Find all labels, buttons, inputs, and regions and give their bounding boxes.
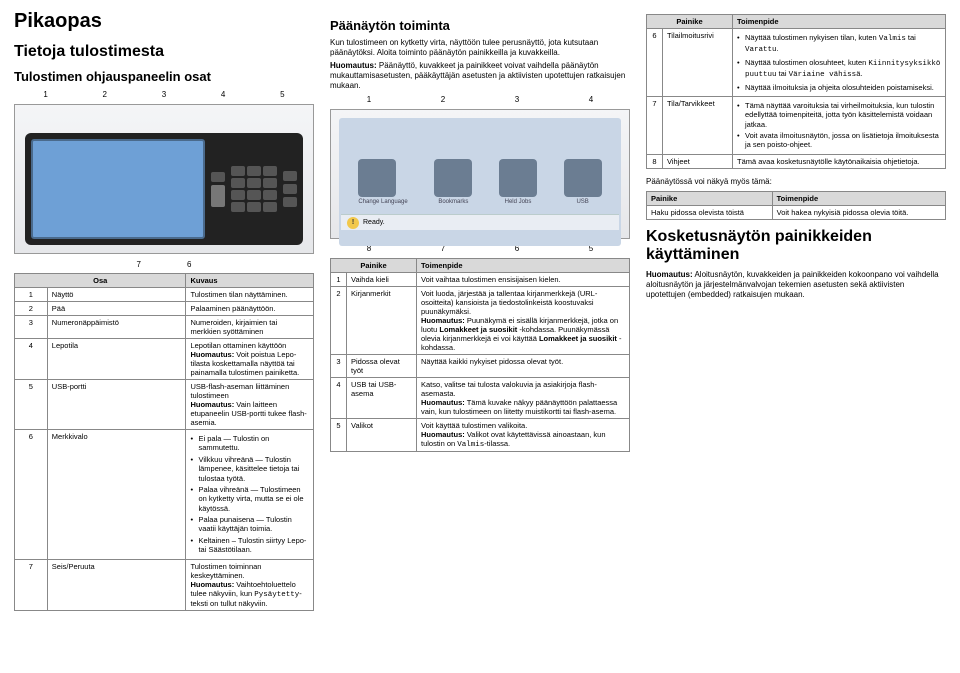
table-row: 7Seis/PeruutaTulostimen toiminnan keskey… <box>15 559 314 610</box>
parts-table: OsaKuvaus 1NäyttöTulostimen tilan näyttä… <box>14 273 314 611</box>
panel-side-right <box>283 171 297 207</box>
table-row: 8VihjeetTämä avaa kosketusnäytölle käytö… <box>647 154 946 168</box>
table-row: 6TilailmoitusriviNäyttää tulostimen nyky… <box>647 29 946 97</box>
table-row: 5ValikotVoit käyttää tulostimen valikoit… <box>331 419 630 452</box>
panel-figure-bottom-labels: 7 6 <box>14 258 314 269</box>
table-row: 3Pidossa olevat työtNäyttää kaikki nykyi… <box>331 355 630 378</box>
home-th-painike: Painike <box>331 259 417 273</box>
panel-keypad <box>231 166 277 212</box>
cont-th-painike: Painike <box>647 15 733 29</box>
home-screen-figure: Change Language Bookmarks Held Jobs USB … <box>330 109 630 239</box>
doc-title: Pikaopas <box>14 10 314 33</box>
status-bar: Ready. <box>341 214 619 230</box>
bookmarks-icon <box>434 159 472 197</box>
table-row: 1Vaihda kieliVoit vaihtaa tulostimen ens… <box>331 273 630 287</box>
panel-side-buttons <box>211 172 225 207</box>
touchscreen-h3: Kosketusnäytön painikkeiden käyttäminen <box>646 228 946 264</box>
table-row: 2KirjanmerkitVoit luoda, järjestää ja ta… <box>331 287 630 355</box>
also-visible-p: Päänäytössä voi näkyä myös tämä: <box>646 177 946 187</box>
home-figure-top-labels: 1 2 3 4 <box>330 94 630 105</box>
table-row: 2PääPalaaminen päänäyttöön. <box>15 302 314 316</box>
table-row: 7Tila/TarvikkeetTämä näyttää varoituksia… <box>647 96 946 154</box>
home-buttons-table-cont: PainikeToimenpide 6TilailmoitusriviNäytt… <box>646 14 946 169</box>
cont-th-toimenpide: Toimenpide <box>733 15 946 29</box>
panel-figure-top-labels: 1 2 3 4 5 <box>14 89 314 100</box>
home-buttons-table: PainikeToimenpide 1Vaihda kieliVoit vaih… <box>330 258 630 452</box>
table-row: 5USB-porttiUSB-flash-aseman liittäminen … <box>15 380 314 430</box>
change-language-icon <box>358 159 396 197</box>
touchscreen-note: Huomautus: Aloitusnäytön, kuvakkeiden ja… <box>646 270 946 300</box>
search-th-toimenpide: Toimenpide <box>772 191 945 205</box>
home-p2: Huomautus: Päänäyttö, kuvakkeet ja paini… <box>330 61 630 91</box>
about-printer-h2: Tietoja tulostimesta <box>14 43 314 61</box>
control-panel-figure <box>14 104 314 254</box>
table-row: 4LepotilaLepotilan ottaminen käyttöönHuo… <box>15 339 314 380</box>
table-row: 3NumeronäppäimistöNumeroiden, kirjaimien… <box>15 316 314 339</box>
panel-screen-icon <box>31 139 205 239</box>
held-jobs-icon <box>499 159 537 197</box>
usb-icon <box>564 159 602 197</box>
control-panel-h3: Tulostimen ohjauspaneelin osat <box>14 69 314 84</box>
table-row: 1NäyttöTulostimen tilan näyttäminen. <box>15 288 314 302</box>
table-row: 4USB tai USB-asemaKatso, valitse tai tul… <box>331 378 630 419</box>
search-jobs-table: PainikeToimenpide Haku pidossa olevista … <box>646 191 946 220</box>
home-screen-h3: Päänäytön toiminta <box>330 18 630 33</box>
parts-th-kuvaus: Kuvaus <box>186 274 314 288</box>
home-th-toimenpide: Toimenpide <box>417 259 630 273</box>
table-row: 6MerkkivaloEi pala — Tulostin on sammute… <box>15 430 314 560</box>
search-th-painike: Painike <box>647 191 773 205</box>
home-p1: Kun tulostimeen on kytketty virta, näytt… <box>330 38 630 58</box>
parts-th-osa: Osa <box>15 274 186 288</box>
table-row: Haku pidossa olevista töistäVoit hakea n… <box>647 205 946 219</box>
